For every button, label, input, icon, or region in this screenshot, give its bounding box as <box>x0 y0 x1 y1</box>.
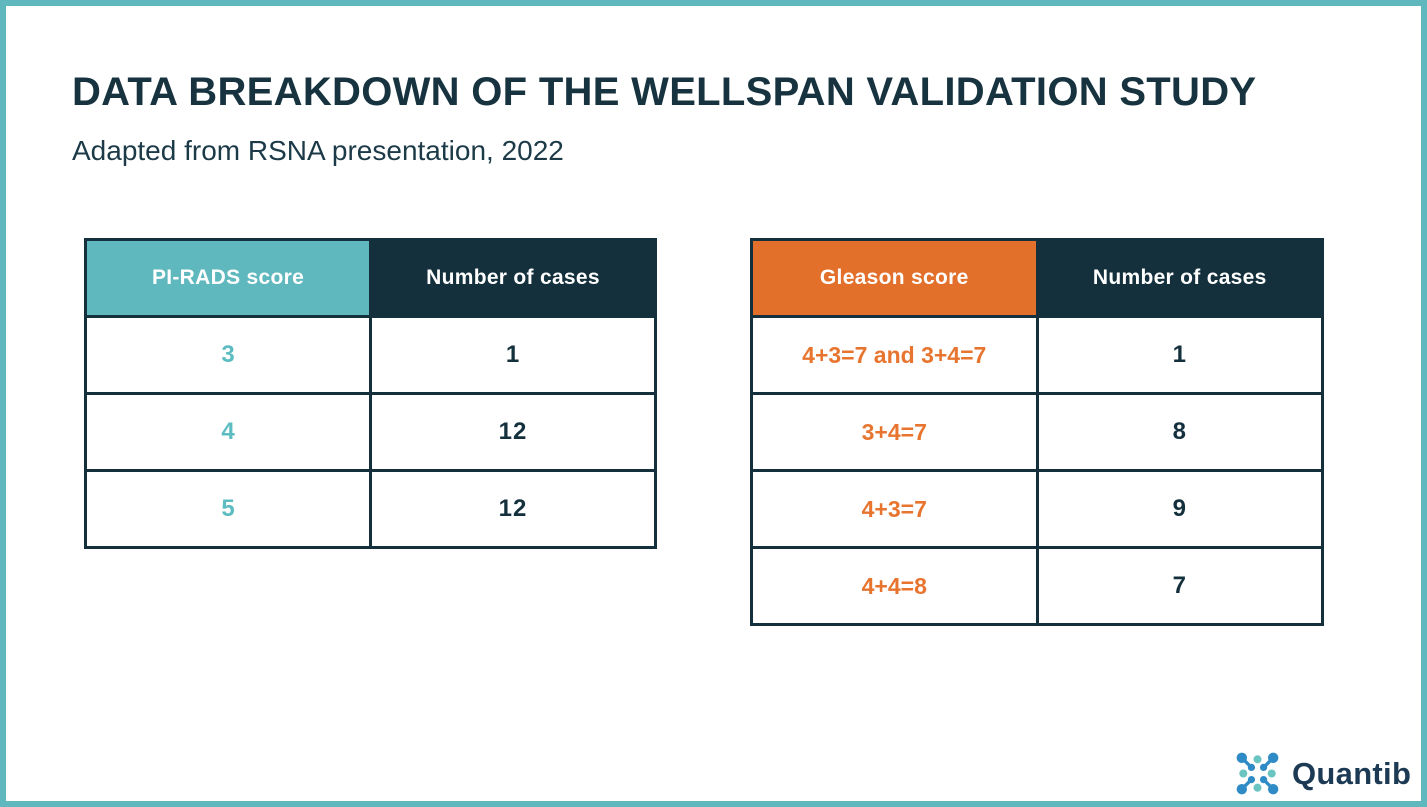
gleason-cases-cell: 1 <box>1035 315 1324 395</box>
pirads-score-cell: 4 <box>84 392 372 472</box>
gleason-score-column-header: Gleason score <box>750 238 1039 318</box>
pirads-cases-column-header: Number of cases <box>369 238 657 318</box>
pirads-cases-cell: 1 <box>369 315 657 395</box>
pirads-table: PI-RADS score Number of cases 3 1 4 12 5… <box>84 238 657 549</box>
gleason-cases-column-header: Number of cases <box>1035 238 1324 318</box>
pirads-score-cell: 5 <box>84 469 372 549</box>
gleason-score-cell: 4+4=8 <box>750 546 1039 626</box>
pirads-score-cell: 3 <box>84 315 372 395</box>
pirads-header-row: PI-RADS score Number of cases <box>84 238 657 318</box>
gleason-cases-cell: 8 <box>1035 392 1324 472</box>
table-row: 3+4=7 8 <box>750 392 1324 472</box>
table-row: 4 12 <box>84 392 657 472</box>
quantib-logo-text: Quantib <box>1292 755 1412 791</box>
pirads-score-column-header: PI-RADS score <box>84 238 372 318</box>
quantib-molecule-icon <box>1236 752 1279 795</box>
gleason-cases-cell: 7 <box>1035 546 1324 626</box>
pirads-cases-cell: 12 <box>369 469 657 549</box>
pirads-cases-cell: 12 <box>369 392 657 472</box>
gleason-score-cell: 3+4=7 <box>750 392 1039 472</box>
gleason-score-cell: 4+3=7 <box>750 469 1039 549</box>
table-row: 3 1 <box>84 315 657 395</box>
page-subtitle: Adapted from RSNA presentation, 2022 <box>72 135 564 166</box>
table-row: 4+4=8 7 <box>750 546 1324 626</box>
gleason-header-row: Gleason score Number of cases <box>750 238 1324 318</box>
quantib-logo: Quantib <box>1234 750 1411 797</box>
page-title: DATA BREAKDOWN OF THE WELLSPAN VALIDATIO… <box>72 70 1257 114</box>
gleason-table: Gleason score Number of cases 4+3=7 and … <box>750 238 1324 626</box>
gleason-cases-cell: 9 <box>1035 469 1324 549</box>
gleason-score-cell: 4+3=7 and 3+4=7 <box>750 315 1039 395</box>
table-row: 4+3=7 and 3+4=7 1 <box>750 315 1324 395</box>
table-row: 4+3=7 9 <box>750 469 1324 549</box>
table-row: 5 12 <box>84 469 657 549</box>
